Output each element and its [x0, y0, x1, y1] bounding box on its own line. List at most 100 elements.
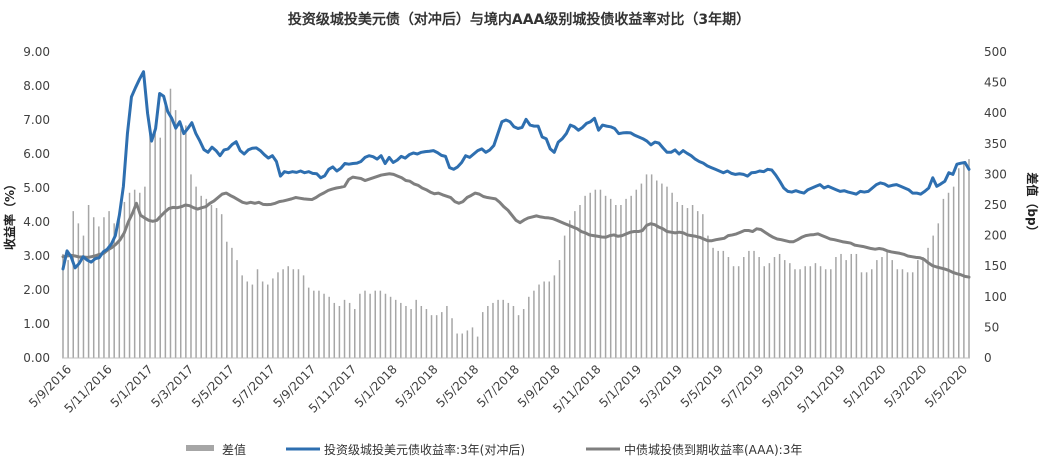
spread-bars	[62, 88, 970, 359]
spread-bar	[369, 293, 371, 358]
y2-tick-label: 500	[984, 45, 1007, 59]
spread-bar	[77, 223, 80, 358]
spread-bar	[456, 333, 458, 358]
spread-bar	[717, 250, 719, 358]
spread-bar	[226, 241, 228, 358]
spread-bar	[354, 309, 356, 358]
spread-bar	[492, 302, 494, 358]
spread-bar	[814, 263, 817, 358]
spread-bar	[620, 205, 622, 358]
spread-bar	[538, 284, 540, 358]
y-tick-label: 6.00	[23, 147, 50, 161]
spread-bar	[435, 315, 438, 358]
spread-bar	[917, 260, 919, 358]
spread-bar	[768, 263, 771, 358]
spread-bar	[220, 214, 223, 358]
spread-bar	[968, 159, 970, 358]
spread-bar	[579, 205, 581, 358]
spread-bar	[656, 180, 658, 358]
spread-bar	[364, 290, 366, 358]
spread-bar	[778, 253, 781, 358]
cny-yield-line	[61, 172, 971, 279]
spread-bar	[630, 195, 632, 358]
spread-bar	[205, 198, 208, 358]
spread-bar	[251, 284, 254, 358]
spread-bar	[850, 253, 853, 358]
x-tick-label: 5/1/2019	[596, 362, 644, 410]
spread-bar	[901, 269, 904, 358]
y2-tick-label: 100	[984, 290, 1007, 304]
spread-bar	[292, 269, 295, 358]
spread-bar	[272, 278, 274, 358]
spread-bar	[615, 205, 617, 358]
spread-bar	[589, 192, 591, 358]
spread-bar	[400, 302, 402, 358]
spread-bar	[599, 189, 602, 358]
legend: 差值 投资级城投美元债收益率:3年(对冲后) 中债城投债到期收益率(AAA):3年	[186, 442, 802, 457]
spread-bar	[835, 257, 837, 358]
spread-bar	[405, 305, 407, 358]
x-tick-label: 5/3/2017	[148, 362, 196, 410]
spread-bar	[911, 272, 914, 358]
spread-bar	[686, 208, 689, 358]
spread-bar	[256, 269, 259, 358]
y-tick-label: 3.00	[23, 249, 50, 263]
spread-bar	[840, 253, 842, 358]
spread-bar	[881, 257, 883, 358]
right-axis-ticks: 0 50 100 150 200 250 300 350 400 450 500	[984, 45, 1007, 365]
spread-bar	[267, 284, 269, 358]
spread-bar	[379, 290, 382, 358]
spread-bar	[942, 198, 945, 358]
spread-bar	[671, 192, 673, 358]
spread-bar	[727, 257, 730, 358]
spread-bar	[584, 195, 586, 358]
x-axis-ticks: 5/9/20165/11/20165/1/20175/3/20175/5/201…	[26, 362, 970, 415]
spread-bar	[410, 309, 412, 358]
left-axis-label: 收益率（%）	[2, 178, 17, 250]
spread-bar	[87, 205, 90, 358]
spread-bar	[876, 260, 878, 358]
spread-bar	[691, 205, 694, 358]
x-tick-label: 5/7/2018	[474, 362, 522, 410]
spread-bar	[123, 201, 126, 358]
spread-bar	[190, 174, 192, 358]
spread-bar	[98, 226, 100, 358]
spread-bar	[246, 281, 249, 358]
legend-label-cny: 中债城投债到期收益率(AAA):3年	[624, 442, 802, 457]
spread-bar	[922, 257, 924, 358]
spread-bar	[830, 269, 832, 358]
spread-bar	[333, 302, 336, 358]
spread-bar	[446, 305, 448, 358]
spread-bar	[62, 253, 64, 358]
spread-bar	[476, 336, 479, 358]
spread-bar	[103, 217, 105, 358]
spread-bar	[748, 250, 750, 358]
y-tick-label: 4.00	[23, 215, 50, 229]
spread-bar	[758, 257, 760, 358]
spread-bar	[963, 162, 965, 358]
spread-bar	[113, 223, 115, 358]
spread-bar	[195, 186, 197, 358]
x-tick-label: 5/1/2017	[108, 362, 156, 410]
spread-bar	[108, 211, 110, 358]
spread-bar	[906, 272, 909, 358]
spread-bar	[277, 272, 279, 358]
spread-bar	[282, 269, 284, 358]
spread-bar	[461, 333, 463, 358]
spread-bar	[185, 125, 187, 358]
spread-bar	[548, 281, 551, 358]
spread-bar	[328, 296, 330, 358]
spread-bar	[569, 220, 571, 358]
spread-bar	[374, 290, 376, 358]
spread-bar	[865, 272, 868, 358]
x-tick-label: 5/7/2017	[230, 362, 278, 410]
spread-bar	[927, 247, 929, 358]
spread-bar	[886, 250, 888, 358]
spread-bar	[563, 235, 566, 358]
spread-bar	[558, 260, 561, 358]
y2-tick-label: 200	[984, 229, 1007, 243]
spread-bar	[804, 266, 806, 358]
spread-bar	[891, 260, 893, 358]
spread-bar	[773, 257, 776, 358]
spread-bar	[67, 260, 69, 358]
